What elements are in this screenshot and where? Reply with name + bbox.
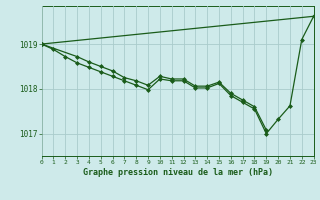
X-axis label: Graphe pression niveau de la mer (hPa): Graphe pression niveau de la mer (hPa) bbox=[83, 168, 273, 177]
